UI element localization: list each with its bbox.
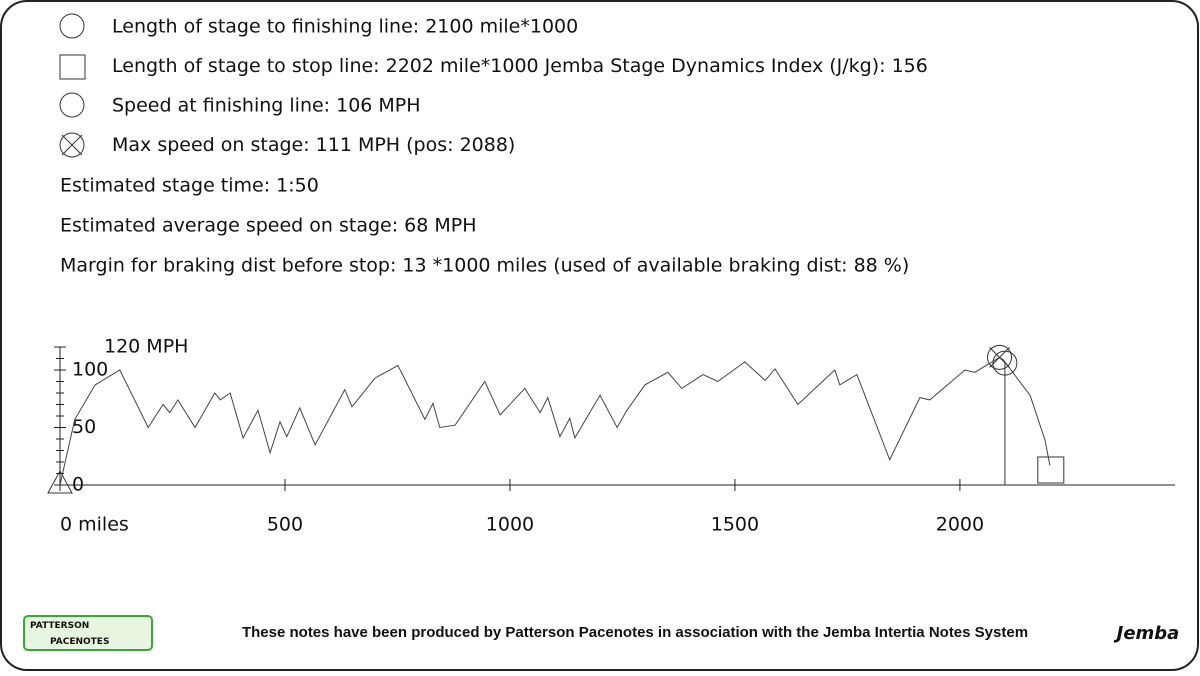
y-tick-label: 50 [72,416,96,438]
y-tick-label: 100 [72,359,108,381]
logo-right: Jemba [1114,623,1180,644]
stat-line: Margin for braking dist before stop: 13 … [60,255,909,277]
legend-line: Max speed on stage: 111 MPH (pos: 2088) [112,134,515,156]
max-icon [59,132,85,158]
x-tick-label: 1500 [711,514,759,536]
finish-marker [992,350,1018,376]
start-marker [47,469,73,494]
stop-icon [59,54,86,80]
x-tick-label: 0 miles [60,514,129,536]
x-tick-label: 1000 [486,514,534,536]
max-marker [987,344,1013,370]
logo-text: PACENOTES [50,637,109,647]
legend-line: Speed at finishing line: 106 MPH [112,95,421,117]
stat-line: Estimated average speed on stage: 68 MPH [60,215,477,237]
footer-text: These notes have been produced by Patter… [242,624,1028,641]
finish-icon [59,13,85,39]
y-tick-label: 120 MPH [104,336,188,358]
x-tick-label: 500 [267,514,303,536]
max-marker-cross [989,346,1010,368]
logo-left: PATTERSON PACENOTES [23,615,153,651]
y-tick-label: 0 [72,474,84,496]
speed-line [59,356,1051,486]
stop-marker [1037,456,1065,484]
legend-line: Length of stage to stop line: 2202 mile*… [112,55,928,77]
x-tick-label: 2000 [936,514,984,536]
stat-line: Estimated stage time: 1:50 [60,175,319,197]
speed-icon [59,92,85,118]
logo-text: PATTERSON [30,621,89,631]
legend-line: Length of stage to finishing line: 2100 … [112,16,578,38]
